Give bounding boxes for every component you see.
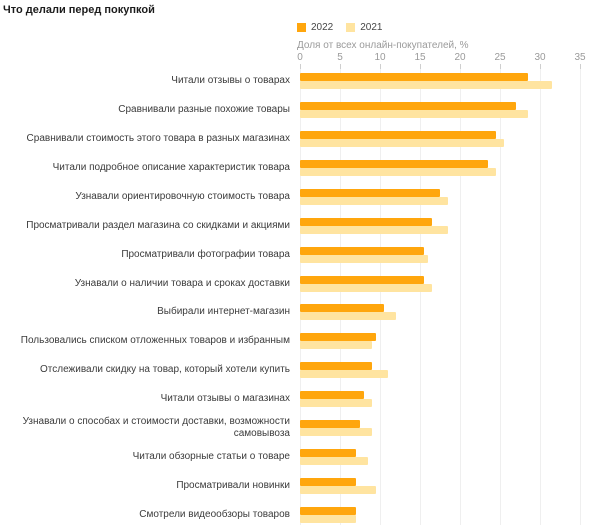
tick-mark: [540, 64, 541, 69]
tick-label: 35: [574, 52, 586, 63]
category-label: Узнавали о способах и стоимости доставки…: [22, 416, 290, 439]
bar-2022: [300, 102, 516, 110]
legend-label-2022: 2022: [311, 22, 334, 33]
bar-2021: [300, 457, 368, 465]
gridline: [340, 64, 341, 525]
bar-2021: [300, 312, 396, 320]
bar-2022: [300, 131, 496, 139]
bar-2021: [300, 81, 552, 89]
bar-2022: [300, 333, 376, 341]
category-label: Читали отзывы о товарах: [171, 75, 290, 86]
category-label: Сравнивали стоимость этого товара в разн…: [26, 133, 290, 144]
bar-2021: [300, 226, 448, 234]
category-label: Узнавали о наличии товара и сроках доста…: [74, 278, 290, 289]
category-label: Просматривали фотографии товара: [121, 249, 290, 260]
gridline: [420, 64, 421, 525]
category-label: Читали подробное описание характеристик …: [52, 162, 290, 173]
tick-label: 20: [454, 52, 466, 63]
bar-2021: [300, 370, 388, 378]
tick-mark: [580, 64, 581, 69]
category-label: Пользовались списком отложенных товаров …: [20, 335, 290, 346]
bar-2021: [300, 399, 372, 407]
legend-swatch-2022: [297, 23, 306, 32]
category-label: Узнавали ориентировочную стоимость товар…: [75, 191, 290, 202]
bar-2022: [300, 247, 424, 255]
bar-2022: [300, 160, 488, 168]
tick-label: 10: [374, 52, 386, 63]
bar-2021: [300, 139, 504, 147]
category-label: Смотрели видеообзоры товаров: [139, 509, 290, 520]
bar-2021: [300, 428, 372, 436]
bar-2022: [300, 507, 356, 515]
category-label: Читали обзорные статьи о товаре: [132, 451, 290, 462]
gridline: [500, 64, 501, 525]
bar-2022: [300, 449, 356, 457]
bar-2022: [300, 189, 440, 197]
bar-2022: [300, 304, 384, 312]
bar-2021: [300, 486, 376, 494]
page-title: Что делали перед покупкой: [3, 4, 155, 16]
tick-label: 25: [494, 52, 506, 63]
bar-2021: [300, 110, 528, 118]
bar-2022: [300, 218, 432, 226]
bar-2021: [300, 515, 356, 523]
bar-2021: [300, 255, 428, 263]
legend-label-2021: 2021: [360, 22, 383, 33]
gridline: [380, 64, 381, 525]
tick-mark: [460, 64, 461, 69]
legend-item-2022: 2022: [297, 22, 333, 33]
bar-2021: [300, 197, 448, 205]
bar-2021: [300, 168, 496, 176]
category-label: Читали отзывы о магазинах: [160, 393, 290, 404]
tick-label: 30: [534, 52, 546, 63]
bar-2022: [300, 478, 356, 486]
bar-2022: [300, 391, 364, 399]
bar-2022: [300, 362, 372, 370]
category-label: Просматривали новинки: [176, 480, 290, 491]
bar-2021: [300, 284, 432, 292]
bar-2021: [300, 341, 372, 349]
category-label: Просматривали раздел магазина со скидкам…: [26, 220, 290, 231]
gridline: [460, 64, 461, 525]
tick-mark: [500, 64, 501, 69]
legend: 2022 2021: [297, 22, 383, 33]
legend-item-2021: 2021: [346, 22, 383, 33]
tick-label: 15: [414, 52, 426, 63]
bar-2022: [300, 420, 360, 428]
x-axis-title: Доля от всех онлайн-покупателей, %: [297, 40, 469, 51]
bar-2022: [300, 73, 528, 81]
bar-2022: [300, 276, 424, 284]
legend-swatch-2021: [346, 23, 356, 32]
tick-label: 5: [337, 52, 343, 63]
gridline: [300, 64, 301, 525]
tick-mark: [340, 64, 341, 69]
tick-mark: [420, 64, 421, 69]
gridline: [580, 64, 581, 525]
tick-mark: [380, 64, 381, 69]
tick-label: 0: [297, 52, 303, 63]
category-label: Отслеживали скидку на товар, который хот…: [40, 364, 290, 375]
category-label: Сравнивали разные похожие товары: [118, 104, 290, 115]
gridline: [540, 64, 541, 525]
tick-mark: [300, 64, 301, 69]
category-label: Выбирали интернет-магазин: [157, 306, 290, 317]
